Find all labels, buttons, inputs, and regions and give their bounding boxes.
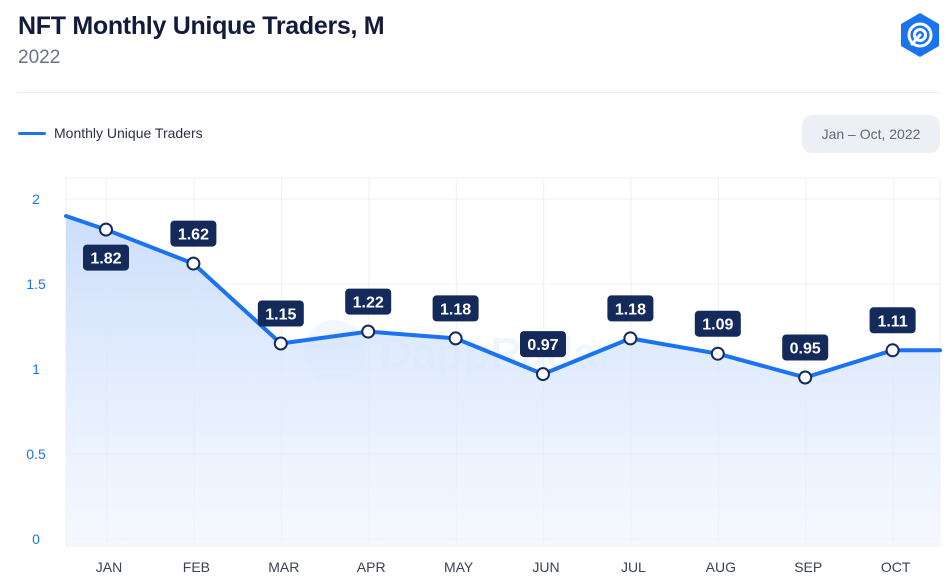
data-label-jul: 1.18 [607,295,654,322]
legend-label: Monthly Unique Traders [54,125,203,141]
data-label-text: 0.95 [790,341,821,358]
data-point-jul[interactable] [623,331,638,346]
data-point-apr[interactable] [361,324,376,339]
data-label-sep: 0.95 [782,334,829,361]
data-point-mar[interactable] [273,336,288,351]
data-point-jun[interactable] [536,367,550,382]
data-label-text: 1.18 [440,301,471,318]
data-label-may: 1.18 [432,295,479,322]
chart-legend[interactable]: Monthly Unique Traders [18,124,203,142]
data-point-may[interactable] [448,331,463,346]
data-label-bg [432,295,479,322]
y-tick-label: 1.5 [26,276,46,292]
chart-title: NFT Monthly Unique Traders, M [18,12,385,40]
data-label-text: 1.62 [178,227,209,244]
y-tick-label: 0 [32,531,40,547]
data-label-bg [869,307,916,334]
data-label-oct: 1.11 [869,307,916,334]
data-label-text: 1.82 [90,251,121,268]
data-label-bg [345,288,392,315]
data-label-text: 1.15 [265,307,296,324]
data-label-text: 0.97 [527,337,558,354]
x-tick-label: JAN [96,559,122,575]
data-label-bg [520,331,566,358]
chart-subtitle: 2022 [18,47,61,68]
x-tick-label: APR [357,559,386,575]
data-label-text: 1.09 [702,317,733,334]
data-label-aug: 1.09 [694,310,741,337]
data-label-text: 1.22 [353,295,384,312]
x-tick-label: FEB [183,559,210,575]
dappradar-logo-icon[interactable] [896,11,944,59]
data-label-bg [782,334,829,361]
data-point-jan[interactable] [99,222,113,237]
data-point-feb[interactable] [186,256,201,271]
data-label-feb: 1.62 [170,220,217,247]
x-tick-label: SEP [794,559,822,575]
data-label-bg [694,310,741,337]
x-tick-label: JUN [532,559,559,575]
header-divider [18,92,940,93]
data-point-oct[interactable] [885,343,900,358]
x-tick-label: MAY [444,559,474,575]
data-label-apr: 1.22 [345,288,392,315]
data-label-bg [607,295,654,322]
data-label-jun: 0.97 [520,331,566,358]
y-tick-label: 0.5 [26,446,46,462]
x-tick-label: AUG [706,559,736,575]
y-tick-label: 2 [32,191,40,207]
data-label-jan: 1.82 [83,244,129,271]
date-range-button[interactable]: Jan – Oct, 2022 [802,115,940,153]
x-tick-label: OCT [881,559,911,575]
data-label-mar: 1.15 [257,300,304,327]
legend-swatch [18,131,46,135]
data-label-bg [257,300,304,327]
data-label-text: 1.11 [877,313,907,330]
x-tick-label: JUL [621,559,646,575]
data-point-sep[interactable] [798,370,813,385]
series-line [64,214,942,380]
y-tick-label: 1 [32,361,40,377]
data-label-text: 1.18 [615,301,646,318]
data-point-aug[interactable] [710,346,725,361]
x-tick-label: MAR [268,559,299,575]
data-label-bg [170,220,217,247]
data-label-bg [83,244,129,271]
series-area [66,216,940,546]
